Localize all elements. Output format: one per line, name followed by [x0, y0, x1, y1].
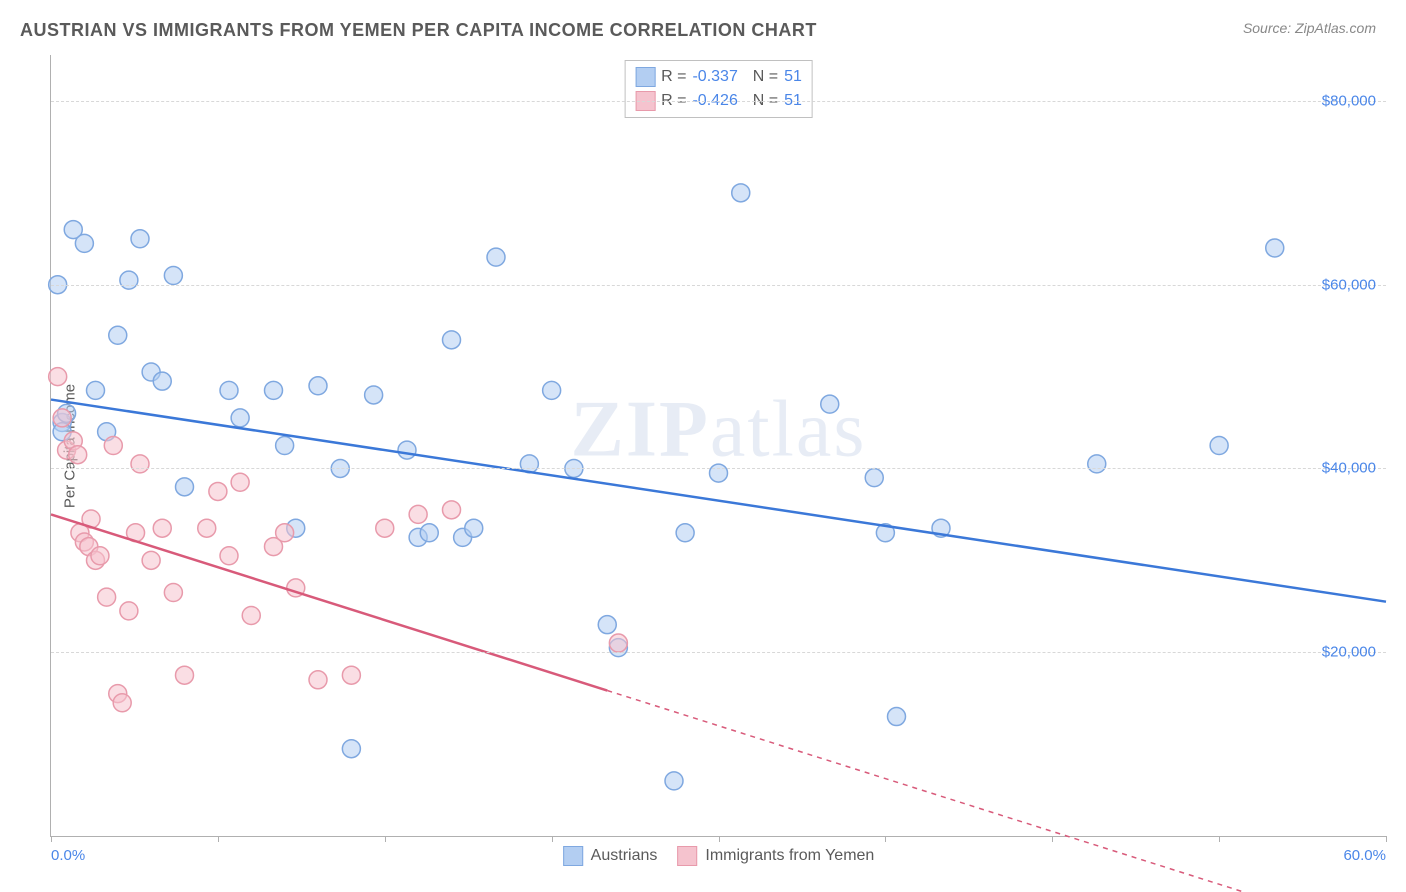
- legend-series-item: Austrians: [563, 846, 658, 866]
- data-point: [665, 772, 683, 790]
- x-tick: [1219, 836, 1220, 842]
- data-point: [220, 547, 238, 565]
- data-point: [120, 271, 138, 289]
- gridline: [51, 652, 1386, 653]
- chart-title: AUSTRIAN VS IMMIGRANTS FROM YEMEN PER CA…: [20, 20, 817, 41]
- x-tick: [1386, 836, 1387, 842]
- data-point: [420, 524, 438, 542]
- source-attribution: Source: ZipAtlas.com: [1243, 20, 1376, 36]
- data-point: [131, 230, 149, 248]
- data-point: [49, 368, 67, 386]
- data-point: [242, 606, 260, 624]
- legend-swatch: [635, 67, 655, 87]
- data-point: [120, 602, 138, 620]
- data-point: [142, 551, 160, 569]
- data-point: [265, 381, 283, 399]
- data-point: [609, 634, 627, 652]
- data-point: [231, 409, 249, 427]
- legend-swatch: [563, 846, 583, 866]
- x-tick: [51, 836, 52, 842]
- legend-n-value: 51: [784, 65, 802, 89]
- data-point: [276, 524, 294, 542]
- legend-swatch: [677, 846, 697, 866]
- data-point: [376, 519, 394, 537]
- x-tick: [719, 836, 720, 842]
- data-point: [153, 372, 171, 390]
- data-point: [209, 482, 227, 500]
- data-point: [231, 473, 249, 491]
- data-point: [220, 381, 238, 399]
- data-point: [1266, 239, 1284, 257]
- data-point: [164, 267, 182, 285]
- x-tick: [885, 836, 886, 842]
- trend-line: [51, 514, 607, 690]
- data-point: [409, 505, 427, 523]
- data-point: [53, 409, 71, 427]
- correlation-legend: R = -0.337 N = 51R = -0.426 N = 51: [624, 60, 813, 118]
- data-point: [75, 234, 93, 252]
- data-point: [342, 666, 360, 684]
- data-point: [98, 588, 116, 606]
- y-tick-label: $60,000: [1322, 276, 1376, 293]
- y-tick-label: $40,000: [1322, 460, 1376, 477]
- legend-series-label: Austrians: [591, 847, 658, 865]
- data-point: [131, 455, 149, 473]
- data-point: [104, 437, 122, 455]
- data-point: [309, 377, 327, 395]
- gridline: [51, 285, 1386, 286]
- data-point: [91, 547, 109, 565]
- x-tick: [385, 836, 386, 842]
- x-tick: [218, 836, 219, 842]
- data-point: [443, 331, 461, 349]
- data-point: [1210, 437, 1228, 455]
- x-tick: [552, 836, 553, 842]
- y-tick-label: $80,000: [1322, 92, 1376, 109]
- data-point: [176, 666, 194, 684]
- x-tick: [1052, 836, 1053, 842]
- data-point: [342, 740, 360, 758]
- data-point: [888, 708, 906, 726]
- data-point: [87, 381, 105, 399]
- legend-correlation-row: R = -0.337 N = 51: [635, 65, 802, 89]
- data-point: [821, 395, 839, 413]
- scatter-plot-svg: [51, 55, 1386, 836]
- data-point: [113, 694, 131, 712]
- data-point: [865, 469, 883, 487]
- data-point: [598, 616, 616, 634]
- legend-r-value: -0.337: [692, 65, 737, 89]
- data-point: [676, 524, 694, 542]
- data-point: [465, 519, 483, 537]
- data-point: [443, 501, 461, 519]
- x-axis-min-label: 0.0%: [51, 847, 85, 864]
- legend-n-label: N =: [744, 65, 778, 89]
- data-point: [543, 381, 561, 399]
- data-point: [365, 386, 383, 404]
- series-legend: Austrians Immigrants from Yemen: [563, 846, 875, 866]
- data-point: [198, 519, 216, 537]
- legend-series-item: Immigrants from Yemen: [677, 846, 874, 866]
- legend-r-label: R =: [661, 65, 686, 89]
- data-point: [732, 184, 750, 202]
- legend-series-label: Immigrants from Yemen: [705, 847, 874, 865]
- data-point: [176, 478, 194, 496]
- data-point: [1088, 455, 1106, 473]
- gridline: [51, 101, 1386, 102]
- data-point: [487, 248, 505, 266]
- x-axis-max-label: 60.0%: [1343, 847, 1386, 864]
- data-point: [164, 584, 182, 602]
- trend-line: [51, 400, 1386, 602]
- data-point: [109, 326, 127, 344]
- data-point: [276, 437, 294, 455]
- data-point: [398, 441, 416, 459]
- data-point: [153, 519, 171, 537]
- gridline: [51, 468, 1386, 469]
- y-tick-label: $20,000: [1322, 644, 1376, 661]
- chart-plot-area: ZIPatlas R = -0.337 N = 51R = -0.426 N =…: [50, 55, 1386, 837]
- data-point: [309, 671, 327, 689]
- data-point: [710, 464, 728, 482]
- data-point: [69, 446, 87, 464]
